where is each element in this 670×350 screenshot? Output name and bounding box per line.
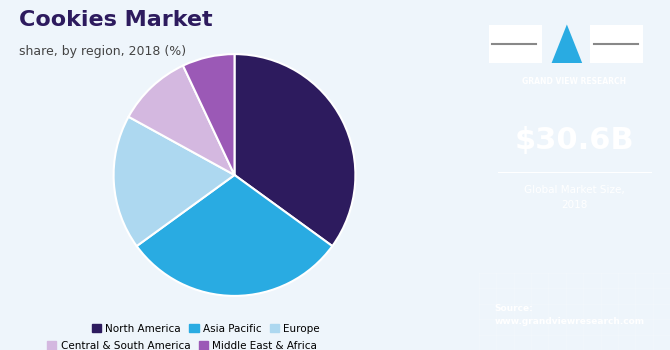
Text: Source:
www.grandviewresearch.com: Source: www.grandviewresearch.com: [494, 304, 645, 326]
Text: share, by region, 2018 (%): share, by region, 2018 (%): [19, 46, 186, 58]
Text: $30.6B: $30.6B: [515, 126, 634, 154]
FancyBboxPatch shape: [590, 25, 643, 63]
Text: Global Market Size,
2018: Global Market Size, 2018: [524, 186, 625, 210]
Polygon shape: [551, 25, 582, 63]
Wedge shape: [129, 65, 234, 175]
Legend: Central & South America, Middle East & Africa: Central & South America, Middle East & A…: [43, 337, 321, 350]
Wedge shape: [137, 175, 332, 296]
Text: Cookies Market: Cookies Market: [19, 10, 213, 30]
Text: GRAND VIEW RESEARCH: GRAND VIEW RESEARCH: [523, 77, 626, 86]
Wedge shape: [234, 54, 355, 246]
Wedge shape: [183, 54, 234, 175]
Wedge shape: [114, 117, 234, 246]
FancyBboxPatch shape: [488, 25, 542, 63]
